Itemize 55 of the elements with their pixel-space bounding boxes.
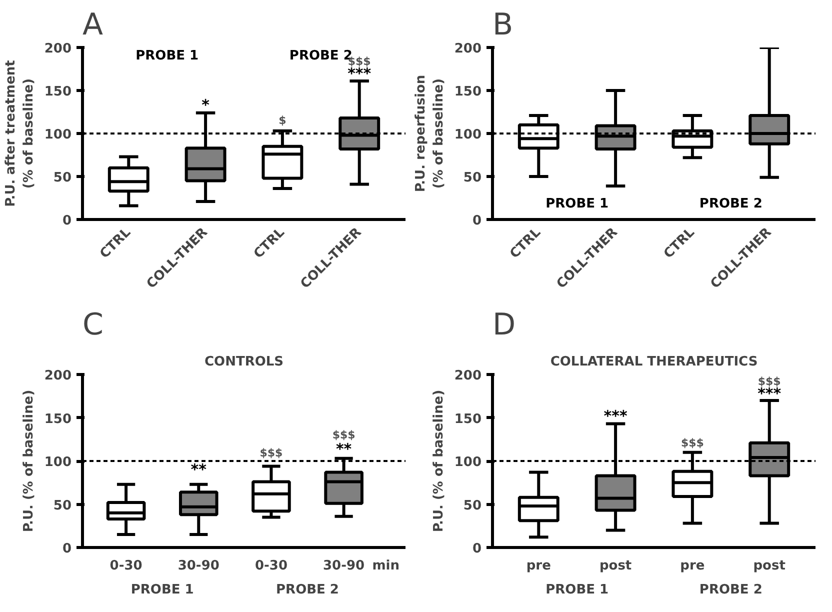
y-tick-label: 150 <box>44 84 72 100</box>
x-tick-label: 0-30 <box>110 558 142 574</box>
chart-title: C <box>82 308 104 342</box>
x-tick-label: pre <box>526 558 552 574</box>
annotation: $$$ <box>758 374 781 388</box>
y-tick-label: 100 <box>44 128 72 142</box>
y-tick-label: 0 <box>62 214 72 228</box>
text: PROBE 2 <box>699 582 762 598</box>
y-tick-label: 0 <box>62 542 72 556</box>
annotation: $$$ <box>332 428 356 442</box>
annotation: ** <box>336 440 352 458</box>
y-tick-label: 50 <box>53 170 72 186</box>
y-tick-label: 200 <box>454 368 482 384</box>
y-axis-title: P.U. (% of baseline) <box>431 390 446 532</box>
annotation: $ <box>278 114 286 128</box>
y-axis-title: P.U. after treatment (% of baseline) <box>3 60 36 207</box>
x-tick-label: post <box>599 558 632 574</box>
y-tick-label: 150 <box>454 412 482 427</box>
chart-title: D <box>492 308 516 342</box>
y-tick-label: 100 <box>44 455 72 470</box>
x-tick-label: pre <box>680 558 705 574</box>
y-axis-title: P.U. (% of baseline) <box>21 390 36 532</box>
y-tick-label: 50 <box>53 498 72 514</box>
text: PROBE 2 <box>276 582 339 598</box>
y-tick-label: 0 <box>472 214 482 228</box>
annotation: PROBE 2 <box>699 196 762 212</box>
y-tick-label: 150 <box>44 412 72 427</box>
chart-title: A <box>82 8 104 42</box>
x-tick-label: post <box>753 558 786 574</box>
text: PROBE 1 <box>546 582 609 598</box>
chart-subtitle: COLLATERAL THERAPEUTICS <box>550 354 758 370</box>
y-tick-label: 50 <box>463 170 482 186</box>
y-tick-label: 50 <box>463 498 482 514</box>
y-tick-label: 0 <box>472 542 482 556</box>
text: min <box>372 558 400 574</box>
y-tick-label: 200 <box>454 42 482 56</box>
annotation: *** <box>604 407 628 426</box>
y-tick-label: 100 <box>454 455 482 470</box>
annotation: ** <box>190 460 207 479</box>
annotation: PROBE 1 <box>136 48 199 64</box>
chart-title: B <box>492 8 514 42</box>
annotation: * <box>202 96 210 114</box>
x-tick-label: 0-30 <box>254 558 288 574</box>
chart-subtitle: CONTROLS <box>204 354 284 370</box>
y-tick-label: 150 <box>454 84 482 100</box>
y-tick-label: 200 <box>44 368 72 384</box>
annotation: $$$ <box>680 436 704 450</box>
y-tick-label: 100 <box>454 128 482 142</box>
annotation: $$$ <box>260 446 283 460</box>
text: PROBE 1 <box>130 582 194 598</box>
x-tick-label: 30-90 <box>323 558 365 574</box>
y-tick-label: 200 <box>44 42 72 56</box>
x-tick-label: 30-90 <box>178 558 220 574</box>
annotation: PROBE 1 <box>546 196 609 212</box>
y-axis-title: P.U. reperfusion (% of baseline) <box>413 74 446 192</box>
